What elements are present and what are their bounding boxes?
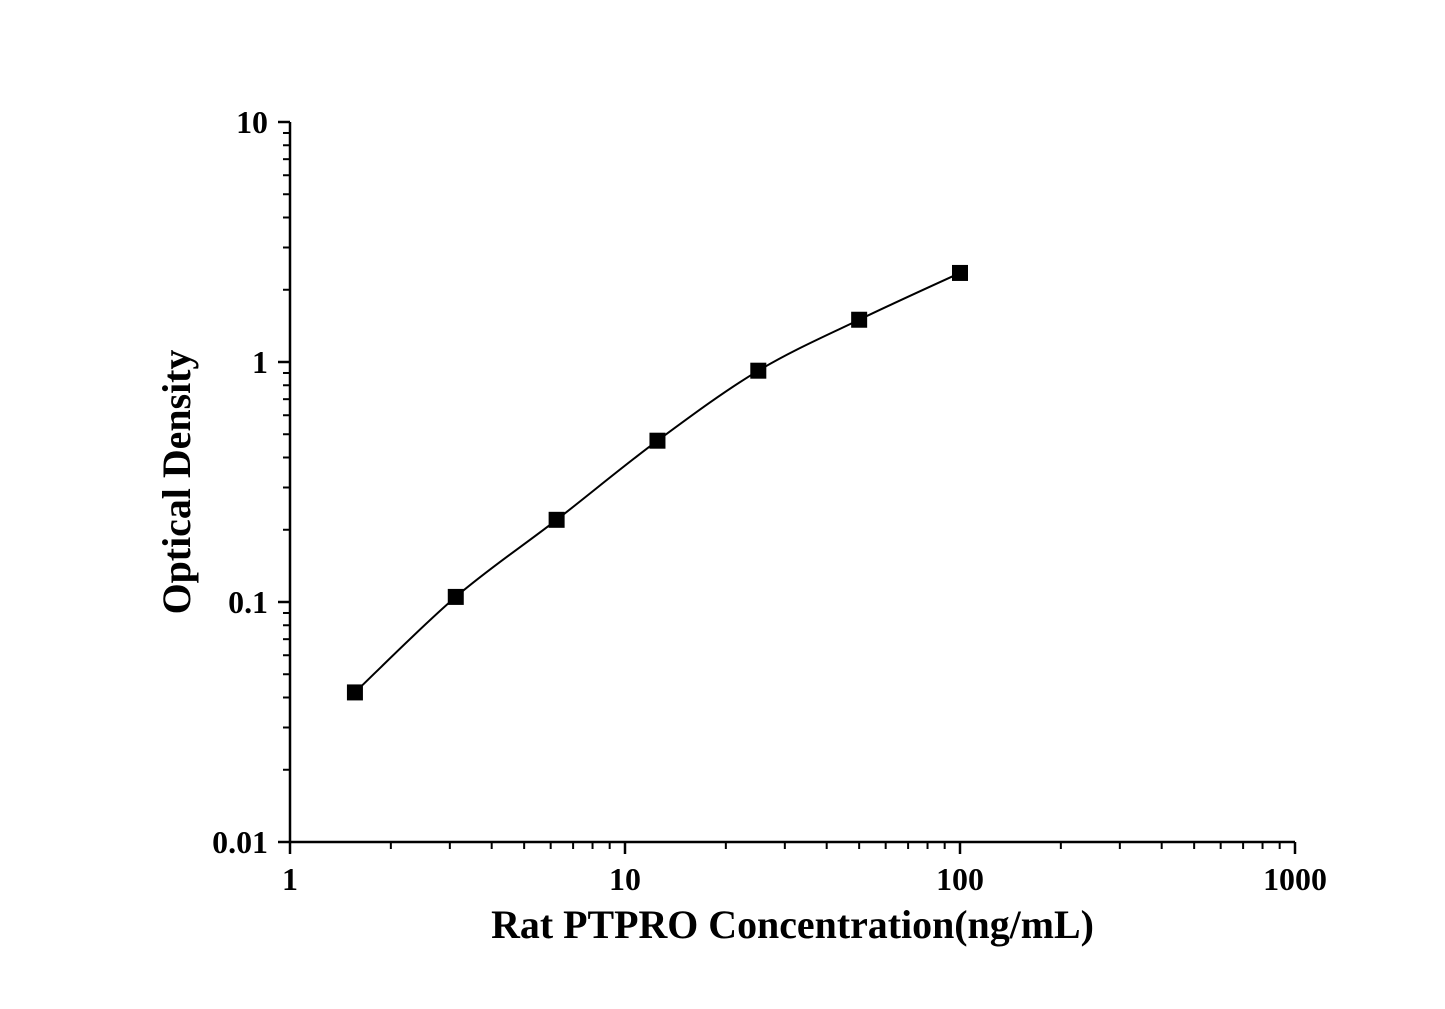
svg-text:10: 10 xyxy=(609,862,641,897)
data-marker xyxy=(953,265,968,280)
svg-text:0.1: 0.1 xyxy=(228,585,268,620)
data-marker xyxy=(852,312,867,327)
data-marker xyxy=(347,685,362,700)
chart-container: 1 10 100 1000 Rat PTPRO Concentration(ng/mL)… xyxy=(0,0,1445,1009)
data-marker xyxy=(448,589,463,604)
chart-svg: 1 10 100 1000 Rat PTPRO Concentration(ng/mL)… xyxy=(0,0,1445,1009)
svg-text:0.01: 0.01 xyxy=(212,825,268,860)
data-marker xyxy=(549,512,564,527)
y-axis-label: Optical Density xyxy=(154,350,199,615)
svg-text:100: 100 xyxy=(936,862,984,897)
svg-text:1000: 1000 xyxy=(1263,862,1327,897)
svg-text:10: 10 xyxy=(236,105,268,140)
data-marker xyxy=(751,363,766,378)
svg-text:1: 1 xyxy=(282,862,298,897)
svg-text:1: 1 xyxy=(252,345,268,380)
x-axis-label: Rat PTPRO Concentration(ng/mL) xyxy=(491,902,1094,947)
data-marker xyxy=(650,433,665,448)
